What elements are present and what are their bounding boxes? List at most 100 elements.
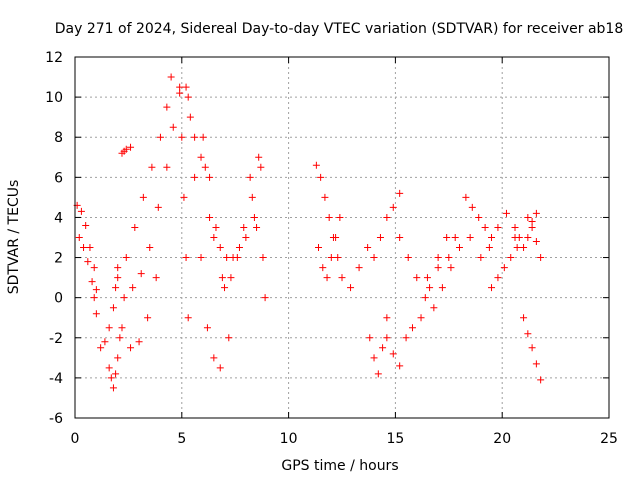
data-point bbox=[327, 254, 335, 262]
data-point bbox=[114, 274, 122, 282]
data-point bbox=[404, 254, 412, 262]
data-point bbox=[77, 207, 85, 215]
data-point bbox=[176, 83, 184, 91]
data-point bbox=[199, 133, 207, 141]
data-point bbox=[112, 284, 120, 292]
data-point bbox=[334, 254, 342, 262]
y-tick-label: -2 bbox=[49, 331, 63, 347]
data-point bbox=[191, 133, 199, 141]
data-point bbox=[430, 304, 438, 312]
data-point bbox=[129, 284, 137, 292]
data-point bbox=[255, 153, 263, 161]
data-point bbox=[253, 223, 261, 231]
y-tick-label: 12 bbox=[45, 50, 63, 66]
data-point bbox=[389, 350, 397, 358]
data-point bbox=[325, 213, 333, 221]
chart-title: Day 271 of 2024, Sidereal Day-to-day VTE… bbox=[55, 21, 624, 37]
data-point bbox=[481, 223, 489, 231]
data-point bbox=[524, 234, 532, 241]
data-point bbox=[210, 234, 218, 241]
x-axis-label: GPS time / hours bbox=[281, 458, 398, 474]
data-point bbox=[520, 244, 528, 252]
data-point bbox=[502, 209, 510, 217]
data-point bbox=[434, 254, 442, 262]
series-sat-e bbox=[118, 143, 135, 157]
series-sat-i bbox=[176, 83, 192, 322]
data-point bbox=[184, 314, 192, 322]
data-point bbox=[515, 234, 523, 241]
data-point bbox=[507, 254, 515, 262]
data-point bbox=[154, 203, 162, 211]
data-point bbox=[84, 258, 92, 266]
data-point bbox=[532, 238, 540, 246]
data-point bbox=[364, 244, 372, 252]
data-point bbox=[455, 244, 463, 252]
series-sat-h bbox=[118, 274, 160, 352]
data-point bbox=[180, 193, 188, 201]
data-point bbox=[520, 314, 528, 322]
data-point bbox=[105, 324, 113, 332]
series-sat-t bbox=[366, 314, 391, 378]
data-point bbox=[120, 294, 128, 302]
data-point bbox=[137, 270, 145, 278]
data-point bbox=[92, 286, 100, 294]
data-point bbox=[370, 354, 378, 362]
series-sat-n bbox=[221, 223, 248, 292]
data-point bbox=[468, 203, 476, 211]
data-point bbox=[396, 234, 404, 241]
data-point bbox=[485, 244, 493, 252]
data-point bbox=[366, 334, 374, 342]
y-tick-label: 2 bbox=[54, 251, 63, 267]
y-tick-label: 10 bbox=[45, 90, 63, 106]
data-point bbox=[186, 113, 194, 121]
data-point bbox=[488, 234, 496, 241]
data-point bbox=[152, 274, 160, 282]
data-point bbox=[447, 264, 455, 272]
data-point bbox=[524, 330, 532, 338]
data-point bbox=[197, 254, 205, 262]
x-tick-labels: 0 5 10 15 20 25 bbox=[71, 431, 618, 447]
data-point bbox=[201, 163, 209, 171]
data-point bbox=[225, 334, 233, 342]
data-point bbox=[413, 274, 421, 282]
data-point bbox=[370, 254, 378, 262]
data-point bbox=[417, 314, 425, 322]
series-sat-ab bbox=[488, 244, 521, 292]
data-point bbox=[319, 264, 327, 272]
data-point bbox=[532, 360, 540, 368]
series-sat-f bbox=[114, 73, 175, 282]
y-tick-label: 8 bbox=[54, 130, 63, 146]
series-sat-x bbox=[408, 234, 459, 332]
data-point bbox=[156, 133, 164, 141]
data-point bbox=[261, 294, 269, 302]
data-point bbox=[528, 344, 536, 352]
data-point bbox=[107, 374, 115, 382]
data-point bbox=[488, 284, 496, 292]
data-point bbox=[86, 244, 94, 252]
series-sat-l bbox=[199, 133, 233, 342]
data-point bbox=[223, 254, 231, 262]
data-point bbox=[259, 254, 267, 262]
data-point bbox=[216, 364, 224, 372]
data-point bbox=[240, 223, 248, 231]
data-point bbox=[90, 264, 98, 272]
series-sat-aa bbox=[477, 209, 519, 262]
x-tick-label: 10 bbox=[280, 431, 298, 447]
data-point bbox=[423, 274, 431, 282]
data-point bbox=[75, 234, 83, 241]
data-points bbox=[73, 73, 545, 392]
data-point bbox=[383, 314, 391, 322]
data-point bbox=[127, 143, 135, 151]
data-point bbox=[146, 244, 154, 252]
data-point bbox=[116, 334, 124, 342]
data-point bbox=[312, 161, 320, 169]
data-point bbox=[176, 89, 184, 97]
series-sat-d bbox=[105, 334, 124, 392]
data-point bbox=[80, 244, 88, 252]
data-point bbox=[513, 244, 521, 252]
data-point bbox=[315, 244, 323, 252]
series-sat-g bbox=[120, 83, 194, 302]
data-point bbox=[227, 274, 235, 282]
y-tick-label: 4 bbox=[54, 210, 63, 226]
data-point bbox=[376, 234, 384, 241]
